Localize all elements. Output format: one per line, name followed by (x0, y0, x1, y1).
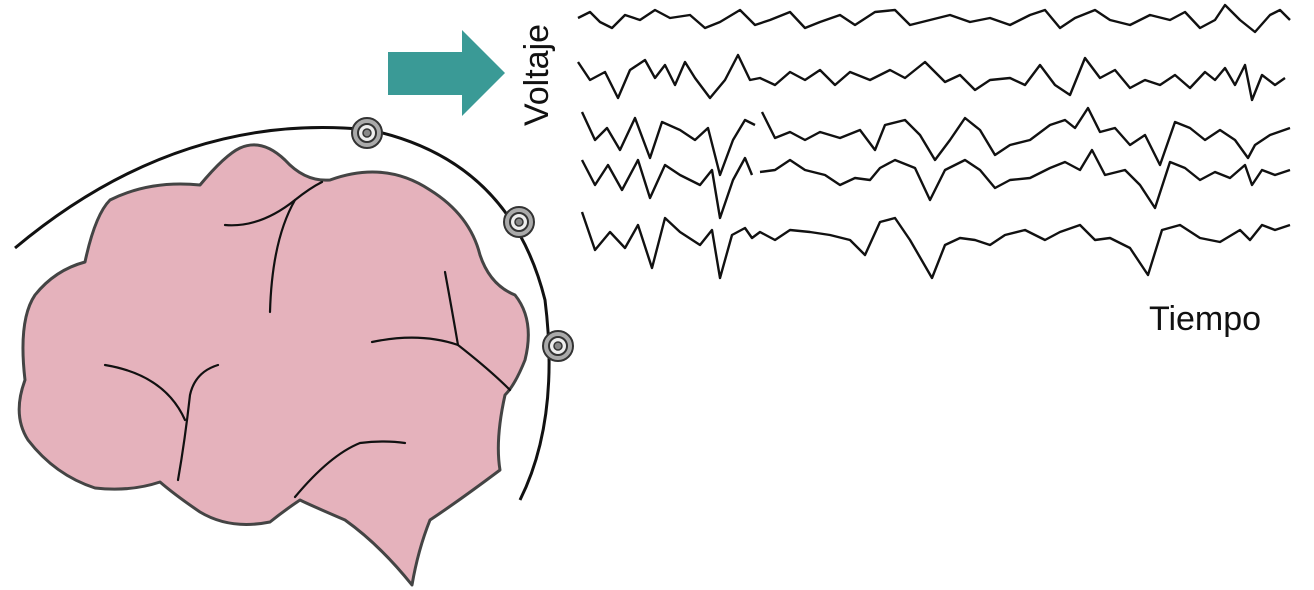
electrode (351, 117, 383, 149)
electrode (503, 206, 535, 238)
eeg-trace (577, 3, 1291, 34)
y-axis-label: Voltaje (518, 24, 556, 126)
arrow (388, 30, 505, 116)
eeg-trace (577, 53, 1286, 102)
electrode (542, 330, 574, 362)
sulci (103, 180, 512, 499)
eeg-traces (577, 3, 1291, 280)
eeg-trace (580, 148, 1291, 220)
head-outline (14, 126, 551, 501)
eeg-trace (580, 211, 1291, 280)
x-axis-label: Tiempo (1149, 300, 1261, 338)
electrodes (351, 117, 574, 362)
brain (17, 143, 530, 587)
eeg-trace (580, 106, 1291, 177)
